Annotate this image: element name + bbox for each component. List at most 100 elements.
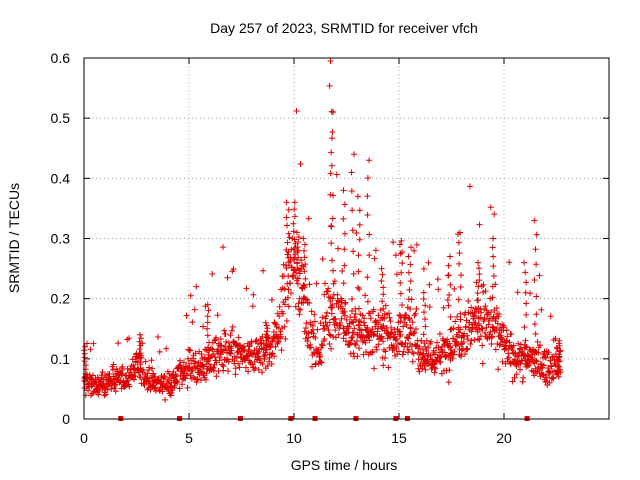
data-point bbox=[204, 313, 211, 320]
data-point bbox=[354, 193, 361, 200]
data-point bbox=[387, 330, 394, 337]
data-point bbox=[379, 298, 386, 305]
y-tick-label: 0.2 bbox=[51, 291, 71, 307]
data-point bbox=[211, 337, 218, 344]
data-point bbox=[457, 316, 464, 323]
data-point bbox=[406, 331, 413, 338]
data-point bbox=[407, 324, 414, 331]
data-point bbox=[360, 333, 367, 340]
data-point bbox=[83, 340, 90, 347]
data-point bbox=[299, 262, 306, 269]
data-point bbox=[339, 268, 346, 275]
data-point bbox=[141, 382, 148, 389]
data-point bbox=[245, 346, 252, 353]
data-point bbox=[209, 346, 216, 353]
data-point bbox=[301, 254, 308, 261]
data-point bbox=[353, 229, 360, 236]
data-point bbox=[328, 310, 335, 317]
data-point bbox=[334, 291, 341, 298]
data-point bbox=[475, 305, 482, 312]
data-point bbox=[332, 316, 339, 323]
data-point bbox=[308, 308, 315, 315]
data-point bbox=[168, 379, 175, 386]
data-point bbox=[513, 371, 520, 378]
data-point bbox=[340, 187, 347, 194]
data-point bbox=[127, 366, 134, 373]
data-point bbox=[380, 291, 387, 298]
data-point bbox=[533, 358, 540, 365]
data-point bbox=[193, 283, 200, 290]
data-point bbox=[163, 384, 170, 391]
data-point bbox=[131, 376, 138, 383]
data-point bbox=[282, 335, 289, 342]
data-point bbox=[490, 273, 497, 280]
data-point bbox=[283, 318, 290, 325]
data-point bbox=[112, 388, 119, 395]
data-point bbox=[355, 268, 362, 275]
data-point bbox=[184, 384, 191, 391]
data-point bbox=[380, 346, 387, 353]
data-point bbox=[328, 304, 335, 311]
data-point bbox=[358, 319, 365, 326]
data-point bbox=[350, 329, 357, 336]
data-point bbox=[426, 304, 433, 311]
data-point bbox=[442, 352, 449, 359]
data-point bbox=[397, 290, 404, 297]
data-point bbox=[456, 250, 463, 257]
data-point bbox=[556, 363, 563, 370]
data-point bbox=[358, 327, 365, 334]
data-point bbox=[361, 315, 368, 322]
data-point bbox=[555, 373, 562, 380]
data-point bbox=[205, 355, 212, 362]
data-point bbox=[407, 305, 414, 312]
data-point bbox=[131, 365, 138, 372]
data-point bbox=[293, 260, 300, 267]
data-point bbox=[328, 240, 335, 247]
data-point bbox=[281, 285, 288, 292]
data-point bbox=[556, 342, 563, 349]
data-point bbox=[150, 370, 157, 377]
data-point bbox=[511, 374, 518, 381]
data-point bbox=[301, 241, 308, 248]
data-point bbox=[365, 331, 372, 338]
data-point bbox=[538, 306, 545, 313]
data-point bbox=[536, 272, 543, 279]
data-point bbox=[200, 370, 207, 377]
data-point bbox=[294, 243, 301, 250]
data-point bbox=[424, 361, 431, 368]
data-point bbox=[191, 306, 198, 313]
data-point bbox=[457, 229, 464, 236]
data-point bbox=[249, 303, 256, 310]
data-point bbox=[482, 303, 489, 310]
data-point bbox=[464, 345, 471, 352]
data-point bbox=[406, 316, 413, 323]
data-point bbox=[411, 329, 418, 336]
data-point bbox=[314, 326, 321, 333]
data-point bbox=[369, 349, 376, 356]
data-point bbox=[159, 388, 166, 395]
data-point bbox=[297, 161, 304, 168]
data-point bbox=[425, 259, 432, 266]
data-point bbox=[332, 326, 339, 333]
data-point bbox=[161, 373, 168, 380]
data-point bbox=[204, 358, 211, 365]
data-point bbox=[375, 312, 382, 319]
data-point bbox=[290, 228, 297, 235]
data-point bbox=[537, 342, 544, 349]
data-point bbox=[338, 297, 345, 304]
data-point bbox=[189, 319, 196, 326]
data-point bbox=[276, 313, 283, 320]
data-point bbox=[533, 231, 540, 238]
data-point bbox=[378, 333, 385, 340]
data-point bbox=[350, 270, 357, 277]
data-point bbox=[302, 261, 309, 268]
data-point bbox=[508, 331, 515, 338]
data-point bbox=[399, 260, 406, 267]
data-point bbox=[302, 275, 309, 282]
data-point bbox=[457, 326, 464, 333]
data-point bbox=[386, 314, 393, 321]
data-point bbox=[446, 291, 453, 298]
data-point bbox=[132, 372, 139, 379]
data-point bbox=[535, 349, 542, 356]
data-point bbox=[104, 386, 111, 393]
